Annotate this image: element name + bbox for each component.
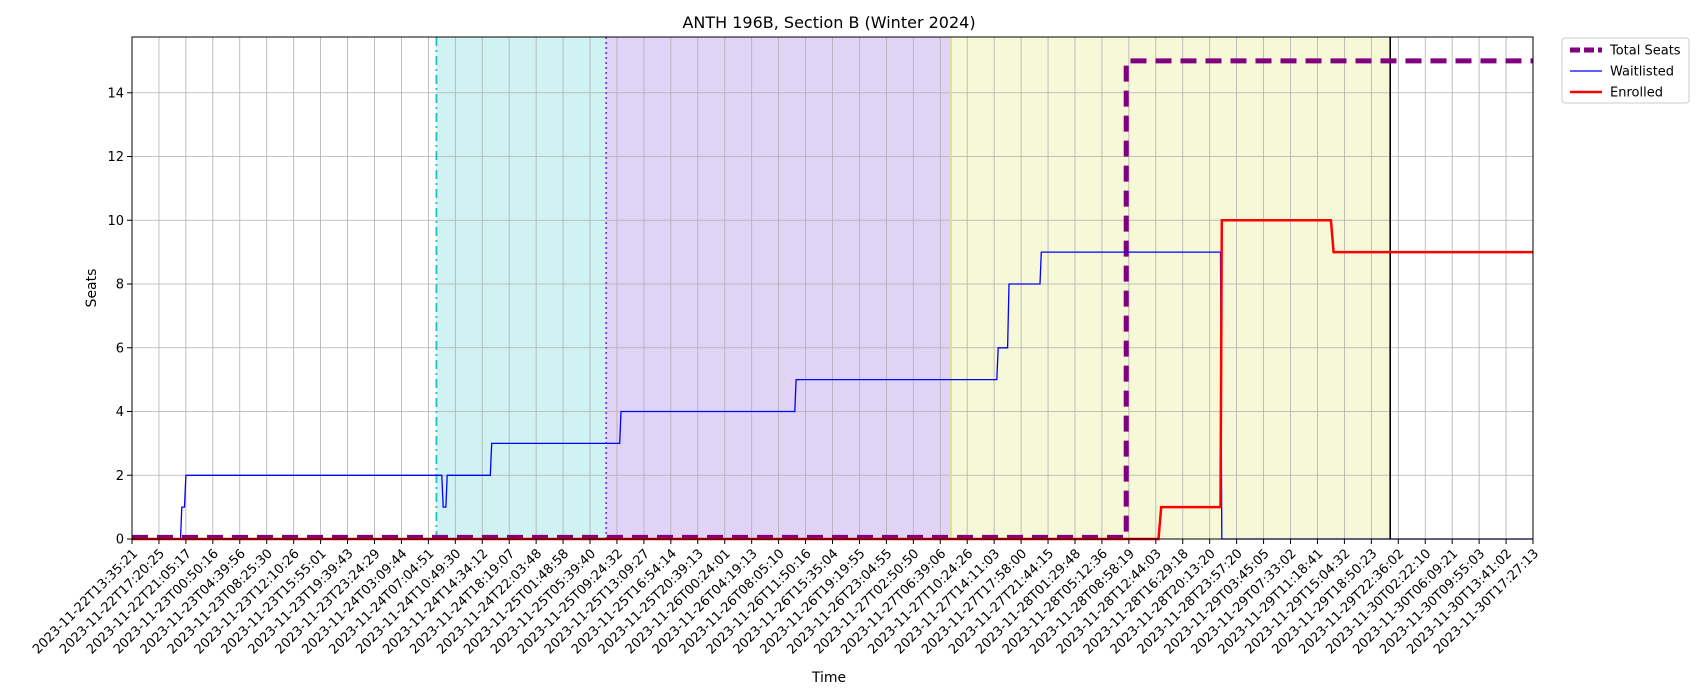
- series-enrolled: [132, 219, 1533, 541]
- series-lines: [132, 58, 1533, 541]
- shaded-region-1: [436, 37, 607, 539]
- y-tick-label: 14: [107, 86, 124, 101]
- legend-box: [1561, 37, 1690, 104]
- y-tick-label: 8: [116, 278, 124, 293]
- legend-label: Enrolled: [1610, 86, 1663, 101]
- x-axis-title: Time: [811, 670, 846, 686]
- y-axis-ticks: 0 2 4 6 8 10 12 14: [107, 86, 132, 548]
- y-tick-label: 12: [107, 150, 124, 165]
- chart-title: ANTH 196B, Section B (Winter 2024): [682, 13, 975, 32]
- vertical-markers: [435, 37, 1392, 539]
- series-total-seats: [132, 58, 1533, 540]
- y-tick-label: 4: [116, 405, 124, 420]
- y-tick-label: 0: [116, 533, 124, 548]
- series-waitlisted: [132, 251, 1533, 540]
- y-tick-label: 2: [116, 469, 124, 484]
- legend-label: Total Seats: [1609, 44, 1681, 59]
- y-axis-title: Seats: [84, 269, 100, 308]
- shaded-regions: [436, 37, 1391, 539]
- x-axis-ticks: 2023-11-22T13:35:212023-11-22T17:20:2520…: [30, 539, 1542, 657]
- y-tick-label: 10: [107, 214, 124, 229]
- shaded-region-3: [951, 37, 1391, 539]
- legend: Total Seats Waitlisted Enrolled: [1561, 37, 1690, 104]
- y-tick-label: 6: [116, 341, 124, 356]
- legend-label: Waitlisted: [1610, 65, 1674, 80]
